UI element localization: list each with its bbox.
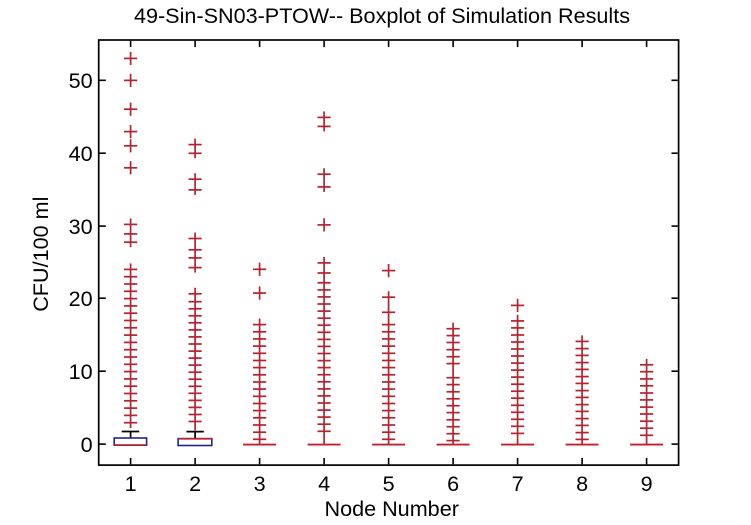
svg-text:Node Number: Node Number xyxy=(324,496,458,521)
svg-text:1: 1 xyxy=(125,471,137,496)
svg-text:5: 5 xyxy=(383,471,395,496)
svg-text:0: 0 xyxy=(81,432,93,457)
svg-text:20: 20 xyxy=(69,286,93,311)
svg-text:30: 30 xyxy=(69,214,93,239)
svg-text:50: 50 xyxy=(69,68,93,93)
svg-text:7: 7 xyxy=(512,471,524,496)
svg-text:4: 4 xyxy=(318,471,330,496)
svg-text:10: 10 xyxy=(69,359,93,384)
svg-text:2: 2 xyxy=(189,471,201,496)
svg-text:40: 40 xyxy=(69,141,93,166)
svg-text:CFU/100 ml: CFU/100 ml xyxy=(28,197,53,312)
svg-text:49-Sin-SN03-PTOW-- Boxplot of: 49-Sin-SN03-PTOW-- Boxplot of Simulation… xyxy=(134,3,630,28)
svg-text:6: 6 xyxy=(447,471,459,496)
svg-text:3: 3 xyxy=(254,471,266,496)
svg-text:9: 9 xyxy=(641,471,653,496)
svg-text:8: 8 xyxy=(576,471,588,496)
